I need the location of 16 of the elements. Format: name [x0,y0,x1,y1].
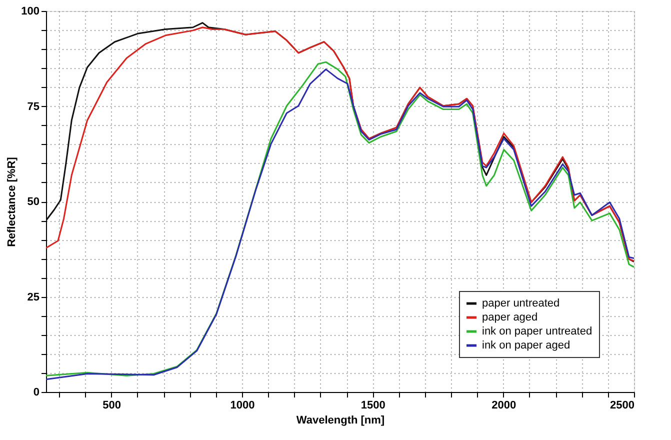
legend-label: paper aged [482,312,538,324]
legend-label: ink on paper aged [482,340,570,352]
y-tick-label: 50 [27,196,40,208]
legend-label: ink on paper untreated [482,326,592,338]
x-tick-label: 1000 [230,400,255,412]
legend-label: paper untreated [482,298,560,310]
x-tick-label: 1500 [360,400,386,412]
y-tick-label: 0 [33,386,40,398]
x-axis-title: Wavelength [nm] [296,414,385,426]
x-tick-label: 2500 [610,400,634,412]
x-tick-label: 2000 [492,400,516,412]
y-axis-title: Reflectance [%R] [6,156,18,247]
y-tick-label: 75 [27,100,40,113]
x-tick-label: 500 [102,400,122,412]
y-tick-label: 100 [21,6,40,18]
y-tick-label: 25 [27,291,40,304]
